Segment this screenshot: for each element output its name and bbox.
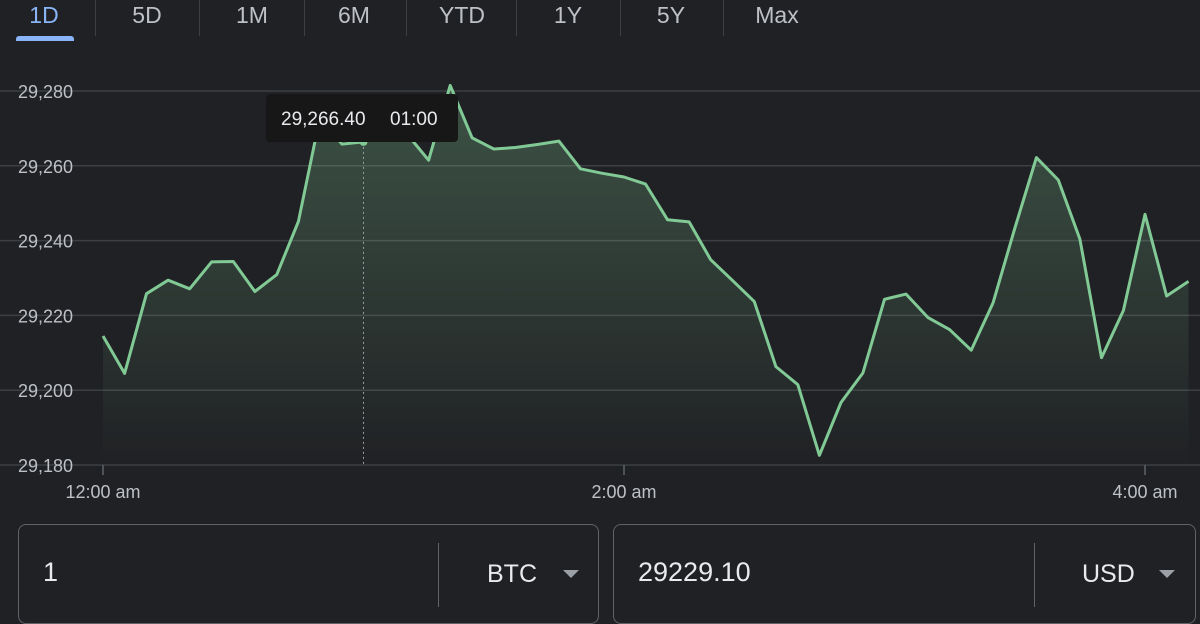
to-unit-select[interactable]: USD [1082, 560, 1135, 588]
price-line[interactable] [101, 83, 1190, 457]
tab-separator [620, 0, 621, 36]
tab-separator [304, 0, 305, 36]
tab-1y[interactable]: 1Y [553, 2, 583, 28]
chevron-down-icon[interactable] [563, 570, 579, 578]
price-area [103, 85, 1189, 466]
tab-1d[interactable]: 1D [29, 2, 59, 28]
tab-1m[interactable]: 1M [236, 2, 268, 28]
tab-separator [516, 0, 517, 36]
tab-6m[interactable]: 6M [338, 2, 370, 28]
from-unit-select[interactable]: BTC [487, 560, 537, 588]
tooltip-time: 01:00 [390, 109, 438, 130]
y-tick-label: 29,180 [18, 456, 73, 476]
from-currency-box[interactable]: 1 BTC [18, 524, 599, 624]
y-axis-labels: 29,280 29,260 29,240 29,220 29,200 29,180 [18, 82, 73, 476]
tab-separator [723, 0, 724, 36]
tab-max[interactable]: Max [755, 2, 799, 28]
x-tick-label: 4:00 am [1112, 482, 1177, 502]
tab-separator [199, 0, 200, 36]
tab-separator [95, 0, 96, 36]
y-tick-label: 29,280 [18, 82, 73, 102]
chevron-down-icon[interactable] [1159, 570, 1175, 578]
to-currency-box[interactable]: 29229.10 USD [613, 524, 1196, 624]
time-range-tabs: 1D 5D 1M 6M YTD 1Y 5Y Max [0, 0, 1200, 42]
y-tick-label: 29,220 [18, 306, 73, 326]
active-tab-indicator [16, 36, 74, 41]
to-divider [1034, 543, 1035, 607]
tab-5d[interactable]: 5D [132, 2, 162, 28]
y-tick-label: 29,200 [18, 381, 73, 401]
price-tooltip: 29,266.40 01:00 [266, 94, 458, 142]
x-tick-label: 12:00 am [65, 482, 140, 502]
x-tick-label: 2:00 am [591, 482, 656, 502]
from-amount-input[interactable]: 1 [43, 557, 59, 587]
tab-ytd[interactable]: YTD [439, 2, 485, 28]
tab-5y[interactable]: 5Y [656, 2, 686, 28]
y-tick-label: 29,260 [18, 157, 73, 177]
y-tick-label: 29,240 [18, 232, 73, 252]
tab-separator [406, 0, 407, 36]
from-divider [438, 543, 439, 607]
tooltip-background [266, 94, 458, 142]
tooltip-price: 29,266.40 [281, 109, 366, 130]
price-chart: 29,280 29,260 29,240 29,220 29,200 29,180 12:… [0, 82, 1200, 502]
x-axis-labels: 12:00 am 2:00 am 4:00 am [65, 465, 1178, 502]
to-amount-input[interactable]: 29229.10 [638, 557, 751, 587]
